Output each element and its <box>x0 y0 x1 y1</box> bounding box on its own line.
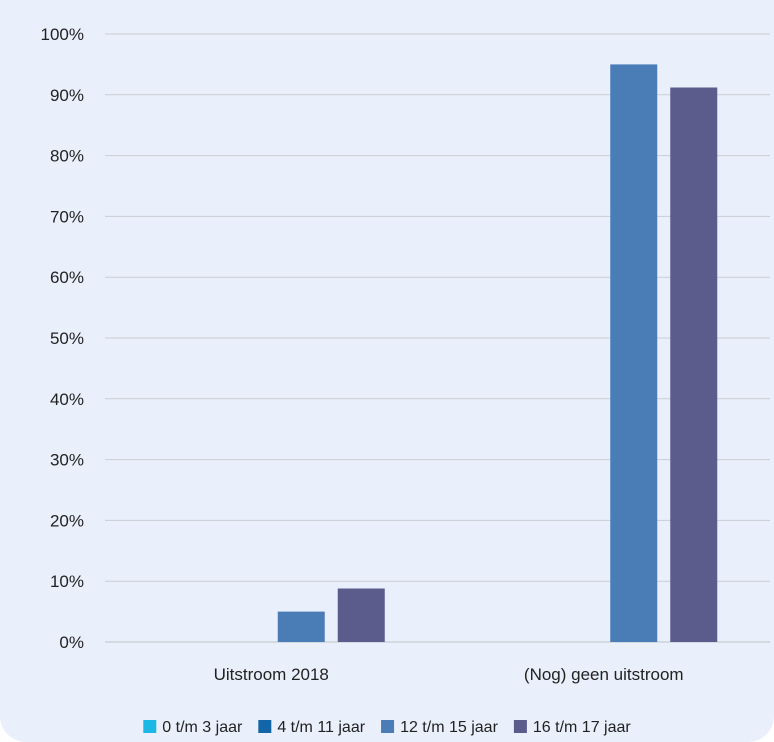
legend-swatch <box>143 720 157 733</box>
legend-label: 4 t/m 11 jaar <box>277 719 365 736</box>
y-axis-ticks: 0% 10% 20% 30% 40% 50% 60% 70% 80% 90% 100% <box>41 25 84 652</box>
y-tick-label: 50% <box>50 329 84 348</box>
bar-1-3 <box>277 611 325 642</box>
y-tick-label: 60% <box>50 268 84 287</box>
y-tick-label: 30% <box>50 451 84 470</box>
y-tick-label: 90% <box>50 86 84 105</box>
y-tick-label: 20% <box>50 511 84 530</box>
bar-2-3 <box>610 64 658 642</box>
y-tick-label: 10% <box>50 572 84 591</box>
y-tick-label: 70% <box>50 207 84 226</box>
legend-swatch <box>258 720 272 733</box>
legend: 0 t/m 3 jaar 4 t/m 11 jaar 12 t/m 15 jaar 1… <box>143 719 631 736</box>
y-tick-label: 40% <box>50 390 84 409</box>
y-tick-label: 0% <box>59 633 84 652</box>
x-axis-categories: Uitstroom 2018 (Nog) geen uitstroom <box>214 665 684 684</box>
legend-item: 16 t/m 17 jaar <box>513 719 632 736</box>
legend-label: 0 t/m 3 jaar <box>162 719 243 736</box>
y-tick-label: 100% <box>41 25 84 44</box>
legend-item: 0 t/m 3 jaar <box>143 719 243 736</box>
legend-label: 12 t/m 15 jaar <box>400 719 499 736</box>
bars <box>277 64 718 642</box>
x-category-label: Uitstroom 2018 <box>214 665 329 684</box>
bar-1-4 <box>337 588 385 642</box>
legend-swatch <box>381 720 395 733</box>
gridlines <box>105 33 770 643</box>
y-tick-label: 80% <box>50 147 84 166</box>
legend-label: 16 t/m 17 jaar <box>533 719 632 736</box>
x-category-label: (Nog) geen uitstroom <box>524 665 684 684</box>
legend-item: 12 t/m 15 jaar <box>381 719 499 736</box>
bar-2-4 <box>670 87 718 642</box>
legend-swatch <box>513 720 527 733</box>
legend-item: 4 t/m 11 jaar <box>258 719 366 736</box>
